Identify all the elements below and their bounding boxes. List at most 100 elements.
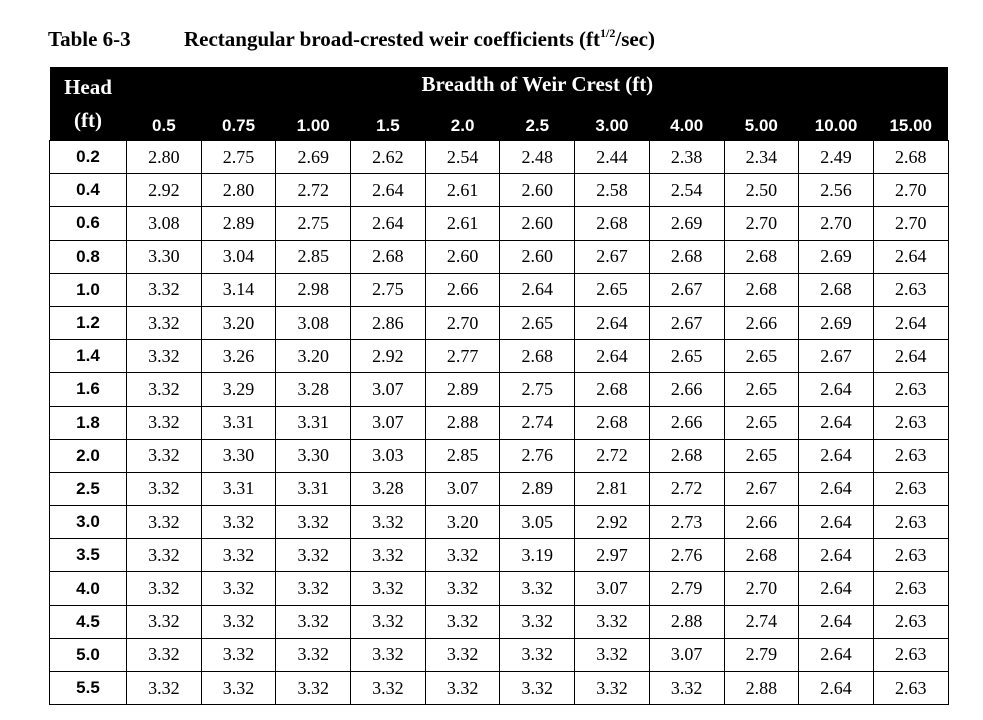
- coefficient-cell: 2.70: [723, 571, 800, 606]
- table-body: 0.2 2.80 2.75 2.69 2.62 2.54 2.48 2.44 2.38 2.34 2…: [49, 139, 949, 706]
- head-value-cell: 5.5: [49, 670, 127, 706]
- head-value-cell: 0.6: [49, 206, 127, 241]
- table-row: 4.5 3.32 3.32 3.32 3.32 3.32 3.32 3.32 2.88 2.74 2…: [49, 604, 949, 639]
- coefficient-cell: 3.32: [424, 604, 501, 639]
- coefficient-cell: 2.68: [648, 239, 725, 274]
- coefficient-cell: 3.32: [200, 538, 277, 573]
- coefficient-cell: 3.04: [200, 239, 277, 274]
- coefficient-cell: 2.61: [424, 173, 501, 208]
- head-value-cell: 0.2: [49, 139, 127, 175]
- coefficient-cell: 2.68: [574, 206, 650, 241]
- coefficient-cell: 3.32: [126, 305, 202, 341]
- table-row: 1.2 3.32 3.20 3.08 2.86 2.70 2.65 2.64 2.67 2.66 2…: [49, 305, 949, 341]
- coefficient-cell: 3.32: [126, 538, 202, 573]
- coefficient-cell: 3.32: [200, 670, 277, 706]
- coefficient-cell: 3.07: [350, 405, 426, 440]
- coefficient-cell: 2.70: [798, 206, 874, 241]
- coefficient-cell: 2.92: [574, 505, 650, 540]
- coefficient-cell: 2.70: [424, 305, 501, 341]
- coefficient-cell: 2.85: [275, 239, 352, 274]
- coefficient-cell: 2.64: [798, 405, 874, 440]
- coefficient-cell: 3.32: [200, 604, 277, 639]
- coefficient-cell: 2.77: [424, 339, 501, 374]
- breadth-header-cell: 5.00: [724, 101, 799, 141]
- coefficient-cell: 2.80: [200, 173, 277, 208]
- coefficient-cell: 2.69: [798, 239, 874, 274]
- coefficient-cell: 2.97: [574, 538, 650, 573]
- table-caption: Table 6-3 Rectangular broad-crested weir …: [48, 22, 655, 56]
- coefficient-cell: 2.89: [424, 372, 501, 407]
- coefficient-cell: 3.29: [200, 372, 277, 407]
- breadth-header-cell: 0.5: [126, 101, 202, 141]
- coefficient-cell: 2.61: [424, 206, 501, 241]
- head-value-cell: 0.4: [49, 173, 127, 208]
- coefficient-cell: 2.68: [723, 239, 800, 274]
- coefficient-cell: 2.65: [723, 405, 800, 440]
- head-value-cell: 3.0: [49, 505, 127, 540]
- coefficient-cell: 2.64: [574, 305, 650, 341]
- head-value-cell: 3.5: [49, 538, 127, 573]
- coefficient-cell: 3.32: [350, 670, 426, 706]
- coefficient-cell: 2.74: [499, 405, 576, 440]
- coefficient-cell: 2.76: [499, 438, 576, 473]
- coefficient-cell: 2.79: [648, 571, 725, 606]
- breadth-header-cell: 15.00: [873, 101, 949, 141]
- head-value-cell: 1.2: [49, 305, 127, 341]
- coefficient-cell: 2.76: [648, 538, 725, 573]
- coefficient-cell: 2.63: [872, 538, 949, 573]
- coefficient-cell: 3.32: [499, 670, 576, 706]
- coefficient-cell: 3.30: [126, 239, 202, 274]
- table-title: Rectangular broad-crested weir coefficie…: [184, 27, 601, 51]
- coefficient-cell: 3.07: [350, 372, 426, 407]
- coefficient-cell: 3.30: [200, 438, 277, 473]
- breadth-header-cell: 1.00: [275, 101, 351, 141]
- coefficient-cell: 3.07: [648, 637, 725, 673]
- coefficient-cell: 2.60: [499, 206, 576, 241]
- breadth-header-cell: 2.5: [499, 101, 575, 141]
- coefficient-cell: 2.73: [648, 505, 725, 540]
- coefficient-cell: 2.50: [723, 173, 800, 208]
- table-row: 1.6 3.32 3.29 3.28 3.07 2.89 2.75 2.68 2.66 2.65 2…: [49, 372, 949, 407]
- coefficient-cell: 2.64: [798, 505, 874, 540]
- coefficient-cell: 3.07: [574, 571, 650, 606]
- coefficient-cell: 3.32: [126, 471, 202, 507]
- coefficient-cell: 3.32: [126, 505, 202, 540]
- table-row: 1.4 3.32 3.26 3.20 2.92 2.77 2.68 2.64 2.65 2.65 2…: [49, 339, 949, 374]
- coefficient-cell: 2.66: [648, 372, 725, 407]
- coefficient-cell: 3.32: [574, 604, 650, 639]
- coefficient-cell: 2.75: [350, 272, 426, 307]
- coefficient-cell: 3.32: [275, 571, 352, 606]
- coefficient-cell: 2.64: [798, 571, 874, 606]
- coefficient-cell: 3.31: [275, 405, 352, 440]
- coefficient-cell: 3.30: [275, 438, 352, 473]
- coefficient-cell: 3.32: [275, 604, 352, 639]
- coefficient-cell: 2.66: [424, 272, 501, 307]
- coefficient-cell: 3.32: [200, 637, 277, 673]
- coefficient-cell: 3.32: [648, 670, 725, 706]
- head-value-cell: 5.0: [49, 637, 127, 673]
- table-row: 3.0 3.32 3.32 3.32 3.32 3.20 3.05 2.92 2.73 2.66 2…: [49, 505, 949, 540]
- coefficient-cell: 2.88: [723, 670, 800, 706]
- coefficient-cell: 2.72: [574, 438, 650, 473]
- coefficient-cell: 2.64: [350, 173, 426, 208]
- table-row: 0.6 3.08 2.89 2.75 2.64 2.61 2.60 2.68 2.69 2.70 2…: [49, 206, 949, 241]
- coefficient-cell: 3.05: [499, 505, 576, 540]
- head-value-cell: 4.0: [49, 571, 127, 606]
- coefficient-cell: 3.32: [350, 538, 426, 573]
- table-row: 0.2 2.80 2.75 2.69 2.62 2.54 2.48 2.44 2.38 2.34 2…: [49, 139, 949, 175]
- coefficient-cell: 3.32: [126, 438, 202, 473]
- head-value-cell: 2.0: [49, 438, 127, 473]
- coefficient-cell: 2.60: [424, 239, 501, 274]
- table-row: 1.0 3.32 3.14 2.98 2.75 2.66 2.64 2.65 2.67 2.68 2…: [49, 272, 949, 307]
- coefficient-cell: 2.66: [723, 305, 800, 341]
- coefficient-cell: 3.31: [200, 405, 277, 440]
- coefficient-cell: 2.64: [798, 670, 874, 706]
- coefficient-cell: 2.64: [798, 471, 874, 507]
- coefficient-cell: 2.68: [574, 405, 650, 440]
- coefficient-cell: 3.32: [424, 637, 501, 673]
- coefficient-cell: 2.79: [723, 637, 800, 673]
- coefficient-cell: 2.54: [648, 173, 725, 208]
- coefficient-cell: 3.03: [350, 438, 426, 473]
- coefficient-cell: 2.67: [798, 339, 874, 374]
- coefficient-cell: 2.75: [200, 139, 277, 175]
